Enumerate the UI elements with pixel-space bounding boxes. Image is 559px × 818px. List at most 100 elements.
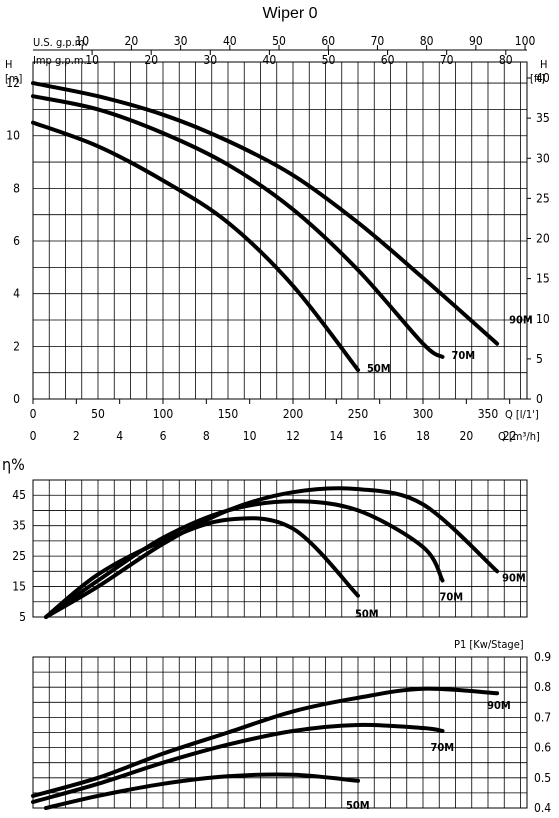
series-label-70m: 70M [452,349,476,362]
head-series-group: 50M 70M 90M [31,81,533,375]
y-tick-label: 35 [12,519,26,533]
series-line-70m [44,499,445,619]
series-line-70m [31,722,445,804]
y-tick-label: 4 [13,287,20,301]
ft-tick-label: 35 [536,111,550,125]
ft-tick-label: 10 [536,312,550,326]
y-tick-label: 0.9 [534,650,551,664]
series-line-90m [31,81,500,346]
y-tick-label: 15 [12,580,26,594]
x-tick-label: 150 [218,407,239,421]
ft-tick-label: 20 [536,232,550,246]
usgpm-tick-label: 40 [223,34,237,48]
usgpm-tick-label: 100 [515,34,536,48]
usgpm-tick-label: 90 [469,34,483,48]
x-tick-label: 100 [153,407,174,421]
x2-tick-label: 14 [329,429,343,443]
x2-tick-label: 16 [373,429,387,443]
x-tick-label: 250 [348,407,369,421]
y-left-label-unit: [m] [5,72,23,85]
impgpm-tick-label: 60 [381,53,395,67]
impgpm-tick-label: 30 [203,53,217,67]
efficiency-ticks: 5 15 25 35 45 [12,488,26,624]
y-tick-label: 0 [13,392,20,406]
y-tick-label: 45 [12,488,26,502]
usgpm-tick-label: 60 [321,34,335,48]
power-plot-frame [32,656,528,809]
usgpm-tick-label: 70 [371,34,385,48]
x2-tick-label: 8 [203,429,210,443]
impgpm-axis-label: Imp g.p.m. [33,54,87,67]
series-line-90m [44,486,500,619]
y-tick-label: 0.5 [534,771,551,785]
x2-tick-label: 2 [73,429,80,443]
y-tick-label: 5 [19,610,26,624]
x-tick-label: 300 [413,407,434,421]
series-line-50m [44,772,360,810]
efficiency-plot-frame [32,479,528,618]
y-tick-label: 2 [13,339,20,353]
series-line-50m [31,120,360,372]
impgpm-tick-label: 80 [499,53,513,67]
y-tick-label: 8 [13,181,20,195]
series-label-90m: 90M [509,314,533,327]
x-tick-label: 0 [30,407,37,421]
ft-tick-label: 15 [536,272,550,286]
efficiency-series-group: 50M 70M 90M [44,486,526,621]
series-label-50m: 50M [367,362,391,375]
usgpm-axis-label: U.S. g.p.m. [33,36,88,49]
ft-tick-label: 5 [536,352,543,366]
series-label-90m: 90M [487,699,511,712]
series-label-50m: 50M [355,608,379,621]
power-axis-label: P1 [Kw/Stage] [454,638,524,651]
ft-tick-label: 0 [536,392,543,406]
y-left-label-h: H [5,58,12,71]
x2-tick-label: 0 [30,429,37,443]
x-tick-label: 200 [283,407,304,421]
series-label-90m: 90M [502,571,526,584]
x2-tick-label: 4 [116,429,123,443]
power-series-group: 50M 70M 90M [31,686,511,812]
usgpm-tick-label: 10 [75,34,89,48]
efficiency-chart: 5 15 25 35 45 50M 70M 90M η% [2,455,528,624]
x-tick-label: 350 [478,407,499,421]
y-tick-label: 0.6 [534,741,551,755]
impgpm-tick-label: 50 [322,53,336,67]
y-tick-label: 6 [13,234,20,248]
y-tick-label: 12 [6,76,20,90]
usgpm-tick-label: 50 [272,34,286,48]
x2-tick-label: 12 [286,429,300,443]
series-label-70m: 70M [431,741,455,754]
y-tick-label: 10 [6,129,20,143]
series-line-50m [44,516,360,619]
efficiency-axis-label: η% [2,455,25,474]
x-axis-label-m3h: Q [m³/h] [498,430,540,443]
x2-tick-label: 20 [459,429,473,443]
x2-tick-label: 10 [243,429,257,443]
x2-tick-label: 18 [416,429,430,443]
usgpm-tick-label: 30 [174,34,188,48]
impgpm-tick-label: 70 [440,53,454,67]
ft-tick-label: 25 [536,191,550,205]
impgpm-tick-label: 40 [263,53,277,67]
x-tick-label: 50 [91,407,105,421]
series-line-90m [31,686,500,798]
y-tick-label: 0.4 [534,801,551,815]
impgpm-tick-label: 10 [85,53,99,67]
y-right-label-h: H [540,58,547,71]
usgpm-tick-label: 20 [125,34,139,48]
ft-tick-label: 40 [536,71,550,85]
series-line-70m [31,94,445,359]
power-grid [33,657,527,808]
y-tick-label: 0.7 [534,710,551,724]
y-tick-label: 0.8 [534,680,551,694]
x2-tick-label: 22 [503,429,517,443]
ft-tick-label: 30 [536,151,550,165]
usgpm-tick-label: 80 [420,34,434,48]
x2-tick-label: 6 [160,429,167,443]
y-tick-label: 25 [12,549,26,563]
page-title: Wiper 0 [262,5,317,22]
